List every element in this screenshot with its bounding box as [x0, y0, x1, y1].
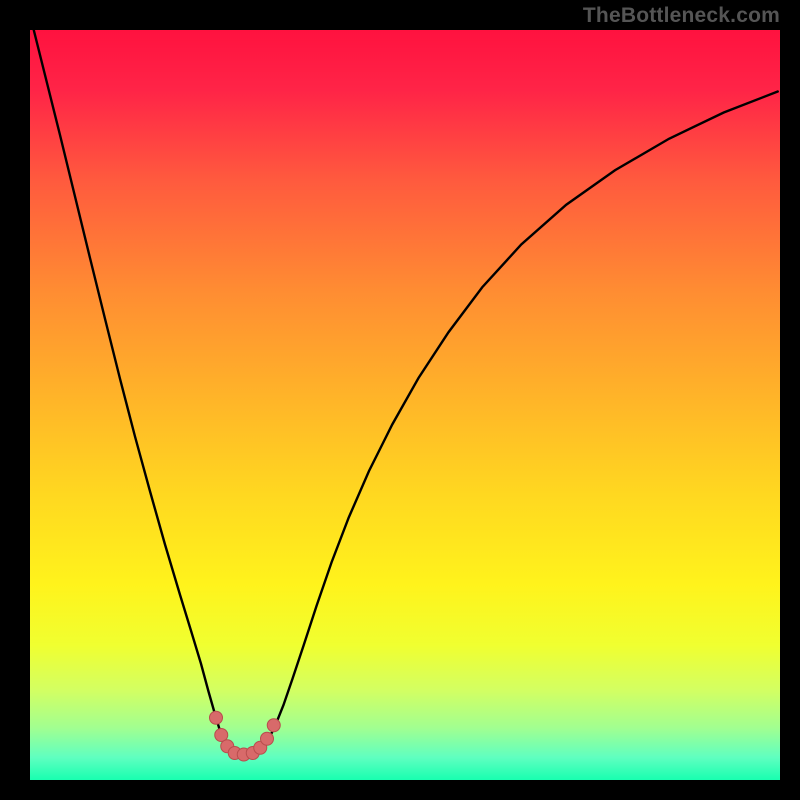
- curve-marker: [210, 711, 223, 724]
- curve-layer: [30, 30, 780, 780]
- curve-marker: [261, 732, 274, 745]
- curve-marker: [267, 719, 280, 732]
- plot-area: [30, 30, 780, 780]
- marker-group: [210, 711, 281, 761]
- bottleneck-curve: [34, 30, 778, 755]
- watermark-text: TheBottleneck.com: [583, 4, 780, 28]
- chart-frame: TheBottleneck.com: [0, 0, 800, 800]
